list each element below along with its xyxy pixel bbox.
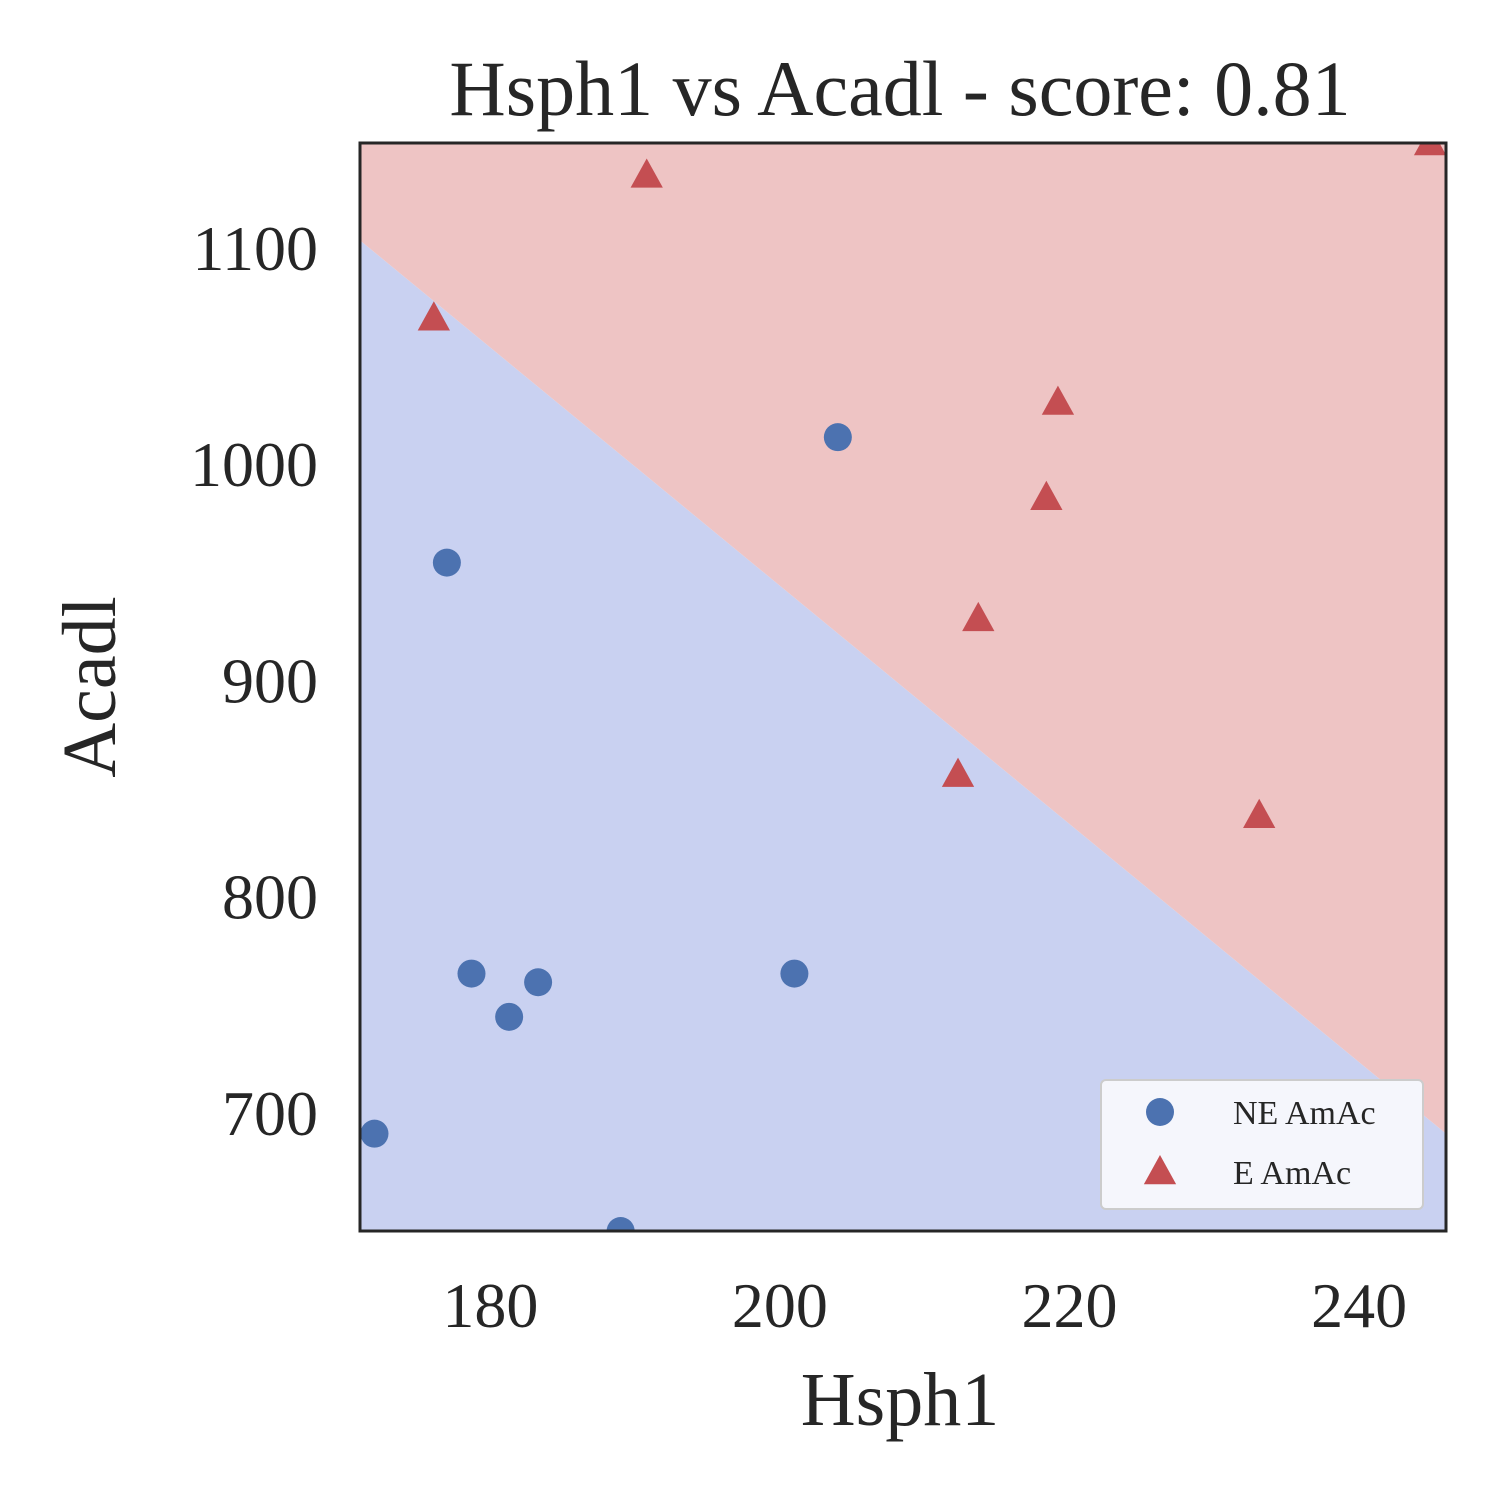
x-tick-label: 220 [1022,1270,1118,1341]
point-ne-amac [457,959,486,988]
y-axis-label: Acadl [48,596,132,777]
point-ne-amac [360,1119,389,1148]
y-tick-label: 800 [222,862,318,933]
x-axis-label: Hsph1 [801,1358,999,1442]
x-tick-label: 200 [732,1270,828,1341]
point-e-amac [962,601,995,632]
point-ne-amac [495,1002,524,1031]
point-e-amac [1030,480,1063,510]
data-points [360,143,1446,1231]
point-e-amac [1243,798,1276,828]
y-tick-label: 900 [222,645,318,716]
y-tick-label: 700 [222,1078,318,1149]
legend-label: E AmAc [1233,1155,1351,1192]
point-ne-amac [780,959,809,988]
point-e-amac [941,757,975,787]
x-tick-label: 180 [442,1270,538,1341]
point-e-amac [1413,143,1446,156]
legend-marker-triangle [1143,1155,1177,1185]
chart-title: Hsph1 vs Acadl - score: 0.81 [449,45,1350,132]
legend-box [1100,1079,1424,1210]
point-e-amac [417,301,450,331]
region-ne-amac [360,240,1446,1231]
legend: NE AmAc E AmAc [1100,1079,1424,1210]
point-ne-amac [524,968,553,997]
x-tick-label: 240 [1311,1270,1407,1341]
point-ne-amac [823,423,852,452]
point-e-amac [1041,385,1075,415]
y-tick-label: 1100 [192,213,318,284]
plot-frame [358,141,1448,1233]
point-ne-amac [432,548,461,577]
legend-label: NE AmAc [1233,1095,1376,1132]
region-e-amac [360,143,1446,1134]
x-axis-ticks: 180 200 220 240 [442,1270,1407,1341]
point-e-amac [630,158,663,188]
y-axis-ticks: 700 800 900 1000 1100 [190,213,318,1149]
legend-items: NE AmAc E AmAc [1143,1095,1376,1192]
point-ne-amac [606,1217,635,1231]
legend-marker-circle [1146,1098,1174,1126]
y-tick-label: 1000 [190,429,318,500]
